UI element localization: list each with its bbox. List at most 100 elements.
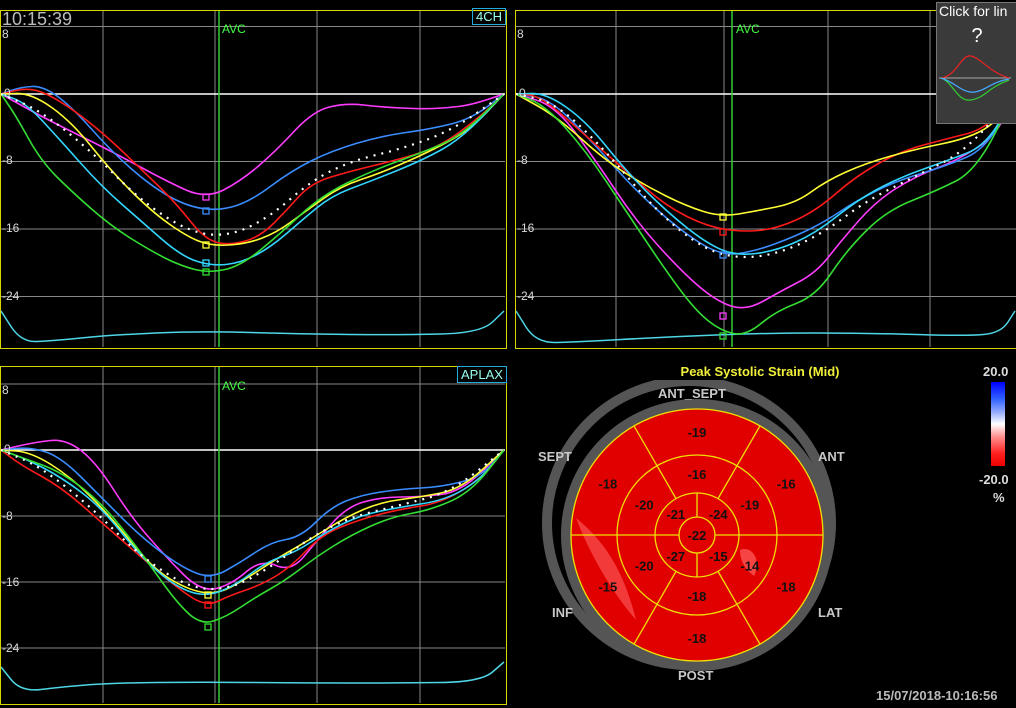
peak-marker-red — [204, 601, 212, 609]
wall-label-inf: INF — [552, 605, 573, 620]
strain-curve-magenta — [1, 93, 505, 196]
ytick-aplax-m8: -8 — [2, 509, 13, 523]
bullseye-mid-value: -14 — [740, 559, 760, 574]
bullseye-basal-value: -19 — [688, 425, 707, 440]
bullseye-highlight — [740, 549, 757, 576]
strain-plot-4ch[interactable] — [1, 11, 505, 347]
bullseye-highlight — [576, 518, 636, 620]
peak-marker-cyan — [202, 259, 210, 267]
bullseye-apical-value: -15 — [709, 549, 728, 564]
wall-label-sept: SEPT — [538, 449, 572, 464]
peak-marker-magenta — [202, 193, 210, 201]
bullseye-apical-value: -27 — [666, 549, 685, 564]
peak-marker-green — [719, 332, 727, 340]
strain-plot-aplax[interactable] — [1, 367, 505, 703]
bullseye-divider — [633, 425, 658, 467]
strain-curve-green — [516, 93, 1016, 335]
ytick-aplax-8: 8 — [2, 383, 9, 397]
wall-label-ant-sept: ANT_SEPT — [658, 386, 726, 401]
bullseye-divider — [717, 571, 738, 605]
strain-curve-magenta — [1, 439, 505, 590]
bullseye-basal-value: -18 — [688, 631, 707, 646]
bullseye-apex-value: -22 — [688, 528, 707, 543]
strain-curve-magenta — [516, 93, 1016, 309]
bullseye-divider — [656, 465, 677, 499]
peak-marker-yellow — [204, 591, 212, 599]
color-scale-min: -20.0 — [979, 472, 1009, 487]
strain-curve-yellow — [1, 449, 505, 594]
avc-label-aplax: AVC — [222, 379, 246, 393]
panel-4ch-border — [0, 10, 507, 349]
view-tag-aplax[interactable]: APLAX — [457, 366, 507, 383]
ytick-2ch-m16: -16 — [517, 221, 535, 235]
ytick-2ch-m24: -24 — [517, 289, 535, 303]
bullseye-divider — [656, 571, 677, 605]
avc-label-4ch: AVC — [222, 22, 246, 36]
strain-plot-2ch[interactable] — [516, 11, 1016, 347]
panel-aplax-border — [0, 366, 507, 705]
ytick-4ch-m8: -8 — [2, 153, 13, 167]
help-preview-icon — [939, 55, 1011, 101]
panel-2ch-border — [515, 10, 1016, 349]
wall-label-lat: LAT — [818, 605, 843, 620]
help-label: Click for lin — [939, 3, 1008, 19]
help-question-icon: ? — [971, 25, 983, 47]
strain-curve-blue — [1, 447, 505, 577]
bullseye-divider — [633, 603, 658, 645]
peak-marker-magenta — [719, 312, 727, 320]
ecg-trace — [1, 310, 505, 343]
acquisition-timestamp: 15/07/2018-10:16:56 — [876, 688, 998, 703]
bullseye-basal-value: -16 — [777, 477, 796, 492]
strain-curve-red — [1, 88, 505, 245]
bullseye-basal-value: -18 — [777, 580, 796, 595]
peak-marker-green — [204, 623, 212, 631]
bullseye-mid-value: -19 — [740, 498, 759, 513]
strain-curve-green — [1, 93, 505, 273]
clock-time: 10:15:39 — [2, 9, 73, 29]
strain-curve-average — [1, 448, 505, 591]
bullseye-basal-value: -15 — [598, 580, 617, 595]
bullseye-mid-value: -20 — [635, 498, 654, 513]
bullseye-apical-value: -21 — [666, 507, 685, 522]
ytick-aplax-0: 0 — [4, 442, 11, 456]
bullseye-divider — [736, 603, 761, 645]
wall-label-ant: ANT — [818, 449, 845, 464]
view-tag-4ch[interactable]: 4CH — [472, 8, 507, 25]
wall-label-post: POST — [678, 668, 714, 683]
bullseye-apical-value: -24 — [709, 507, 729, 522]
ecg-trace — [1, 661, 505, 691]
ytick-2ch-m8: -8 — [517, 153, 528, 167]
bullseye-basal-value: -18 — [598, 477, 617, 492]
strain-curve-green — [1, 449, 505, 623]
bullseye-disc — [571, 409, 823, 661]
strain-curve-blue — [1, 85, 505, 211]
bullseye-title: Peak Systolic Strain (Mid) — [680, 364, 840, 379]
click-for-link-button[interactable]: Click for lin ? — [936, 2, 1016, 124]
strain-curve-cyan — [1, 93, 505, 266]
color-scale-bar — [991, 382, 1005, 466]
peak-marker-blue — [202, 207, 210, 215]
strain-curve-yellow — [1, 92, 505, 246]
bullseye-plot[interactable]: -19-16-18-18-15-18-16-19-14-18-20-20-24-… — [540, 380, 860, 700]
peak-marker-red — [719, 228, 727, 236]
ytick-4ch-m16: -16 — [2, 221, 20, 235]
ecg-trace — [516, 310, 1016, 344]
ytick-aplax-m24: -24 — [2, 641, 20, 655]
bullseye-mid-value: -18 — [688, 589, 707, 604]
ytick-4ch-m24: -24 — [2, 289, 20, 303]
peak-marker-blue — [719, 251, 727, 259]
strain-curve-red — [1, 449, 505, 605]
color-scale-max: 20.0 — [983, 364, 1009, 379]
strain-curve-average — [1, 92, 505, 236]
peak-marker-blue — [204, 575, 212, 583]
strain-curve-cyan — [1, 449, 505, 596]
bullseye-mid-value: -20 — [635, 559, 654, 574]
bullseye-divider — [736, 425, 761, 467]
peak-marker-green — [202, 268, 210, 276]
peak-marker-yellow — [719, 213, 727, 221]
bullseye-mid-value: -16 — [688, 467, 707, 482]
avc-label-2ch: AVC — [736, 22, 760, 36]
color-scale-unit: % — [993, 490, 1005, 505]
ytick-2ch-8: 8 — [517, 27, 524, 41]
strain-curve-yellow — [516, 93, 1016, 216]
